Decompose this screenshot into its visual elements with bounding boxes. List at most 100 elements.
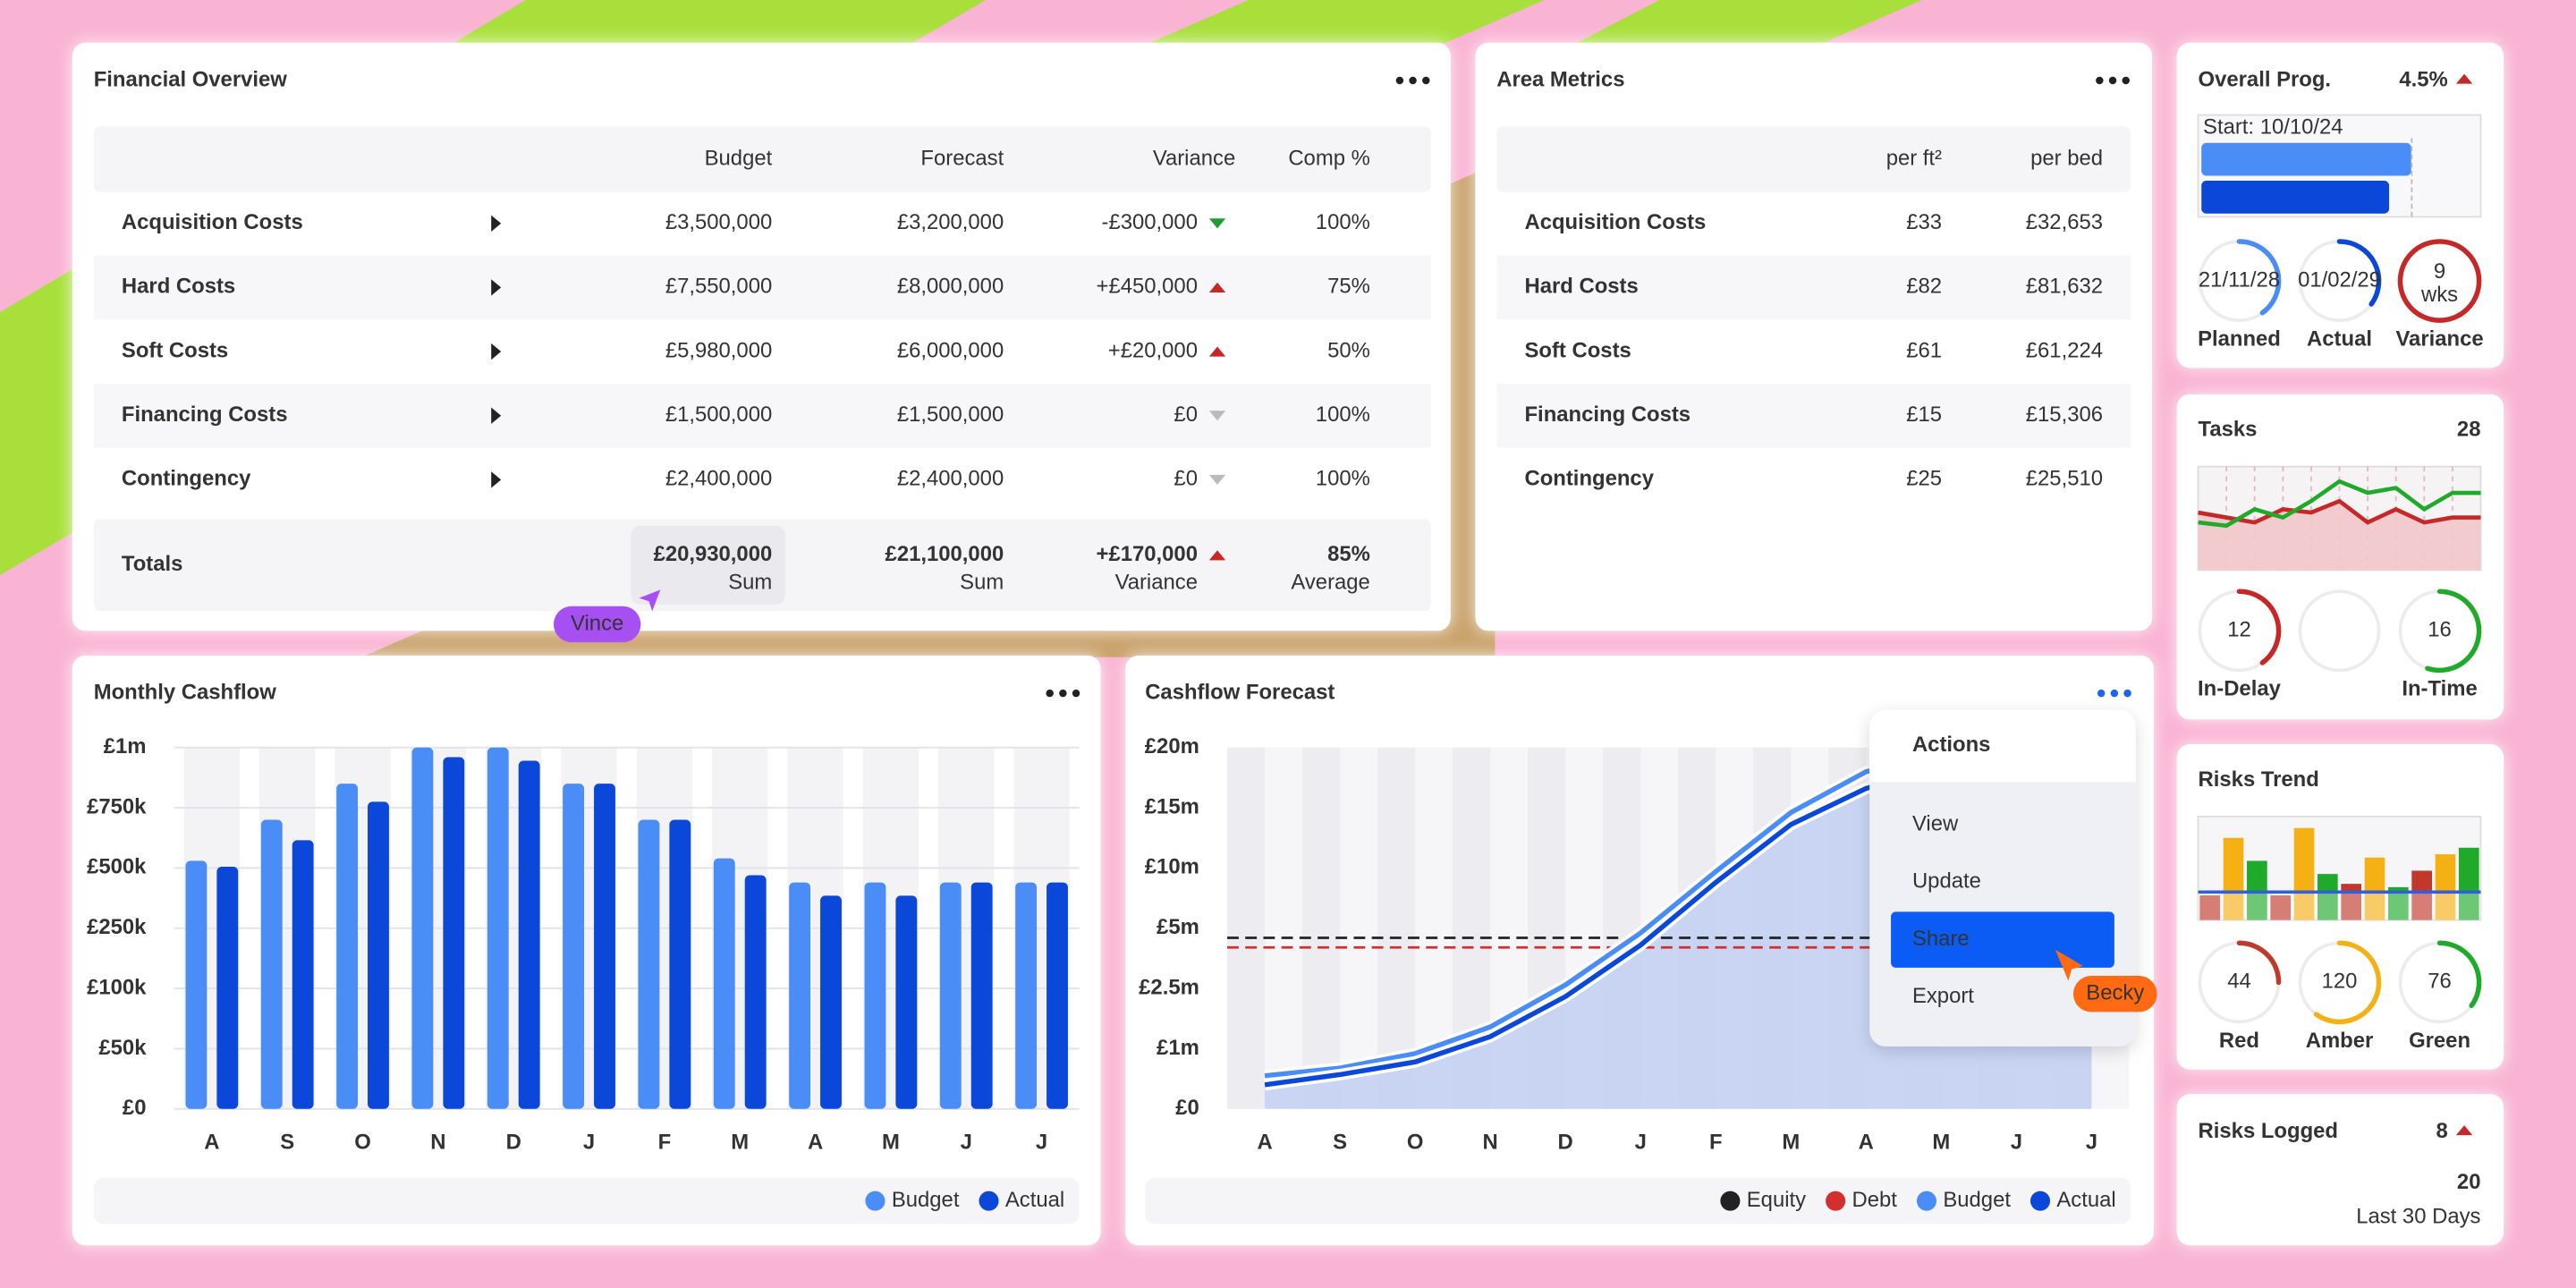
legend-swatch	[1826, 1191, 1846, 1211]
more-dot[interactable]	[1395, 76, 1404, 85]
x-tick-label: N	[430, 1131, 445, 1155]
dial-arc	[2397, 239, 2482, 323]
dial-arc	[2236, 940, 2282, 986]
legend-band	[93, 1177, 1080, 1224]
bar	[563, 784, 585, 1109]
dial-value: 01/02/29	[2298, 267, 2381, 292]
legend-swatch	[1720, 1191, 1741, 1211]
bar	[939, 882, 962, 1109]
trend-icon	[2455, 1125, 2473, 1136]
more-dot[interactable]	[2108, 76, 2117, 85]
more-dot[interactable]	[2110, 689, 2119, 698]
expand-icon[interactable]	[491, 343, 502, 360]
dial-label: In-Delay	[2198, 677, 2282, 701]
cell: 75%	[1327, 275, 1370, 299]
cell: £0	[1174, 467, 1198, 491]
y-tick-label: £500k	[87, 855, 147, 879]
bar	[518, 760, 540, 1109]
cell: £15,306	[2026, 402, 2103, 427]
x-tick-label: J	[1036, 1131, 1047, 1155]
cell: £82	[1906, 275, 1942, 299]
trend-icon	[1208, 282, 1226, 292]
bar	[970, 882, 993, 1109]
menu-item[interactable]: Share	[1912, 927, 1970, 951]
dial-label: Variance	[2395, 327, 2483, 352]
total-note: Average	[1291, 570, 1369, 594]
bar	[895, 895, 918, 1109]
row-label: Financing Costs	[1524, 402, 1690, 427]
x-tick-label: F	[1709, 1131, 1723, 1155]
cell: 100%	[1316, 210, 1370, 234]
cell: 100%	[1316, 467, 1370, 491]
x-tick-label: N	[1483, 1131, 1498, 1155]
bar	[336, 784, 359, 1109]
x-tick-label: O	[1407, 1131, 1424, 1155]
cell: 100%	[1316, 402, 1370, 427]
more-dot[interactable]	[1422, 76, 1430, 85]
cell: -£300,000	[1102, 210, 1198, 234]
y-tick-label: £1m	[104, 734, 147, 758]
more-dot[interactable]	[1072, 689, 1080, 698]
expand-icon[interactable]	[491, 407, 502, 424]
legend-label: Budget	[1943, 1188, 2011, 1212]
panel-title: Area Metrics	[1496, 67, 1624, 91]
more-dot[interactable]	[2123, 689, 2131, 698]
row-stripe	[1496, 383, 2131, 448]
menu-item[interactable]: View	[1912, 811, 1959, 835]
trend-icon	[2455, 73, 2473, 84]
cursor	[639, 589, 661, 612]
x-tick-label: O	[354, 1131, 371, 1155]
y-tick-label: £10m	[1145, 855, 1199, 879]
change-value: 8	[2436, 1119, 2447, 1143]
cell: £15	[1906, 402, 1942, 427]
panel-title: Tasks	[2199, 418, 2258, 442]
bar	[789, 882, 811, 1109]
expand-icon[interactable]	[491, 279, 502, 296]
expand-icon[interactable]	[491, 215, 502, 232]
bar	[669, 819, 691, 1109]
background-stripe	[1577, 0, 1922, 43]
cell: £7,550,000	[665, 275, 772, 299]
panel-title: Risks Logged	[2199, 1119, 2338, 1143]
legend-label: Budget	[892, 1188, 960, 1212]
trend-icon	[1208, 474, 1226, 485]
bar	[638, 819, 660, 1109]
change-value: 4.5%	[2399, 67, 2447, 91]
row-label: Contingency	[1524, 467, 1654, 491]
line	[2198, 479, 2481, 529]
dial-label: Planned	[2198, 327, 2281, 352]
start-date: Start: 10/10/24	[2203, 115, 2343, 140]
dial-unit: wks	[2420, 283, 2458, 307]
bar	[2199, 895, 2221, 920]
expand-icon[interactable]	[491, 471, 502, 488]
more-dot[interactable]	[1409, 76, 1417, 85]
bar	[2411, 870, 2432, 920]
bar	[2223, 837, 2244, 920]
dial-value: 9	[2434, 259, 2445, 284]
y-tick-label: £250k	[87, 915, 147, 939]
more-dot[interactable]	[1059, 689, 1067, 698]
bar	[487, 747, 509, 1109]
bar	[2435, 854, 2456, 920]
bar	[368, 801, 389, 1109]
legend-label: Actual	[1005, 1188, 1064, 1212]
bar	[2388, 886, 2409, 920]
more-dot[interactable]	[2096, 76, 2104, 85]
menu-item[interactable]: Export	[1912, 984, 1974, 1008]
bar	[443, 757, 465, 1109]
column-header: Comp %	[1288, 146, 1370, 170]
dial-label: In-Time	[2402, 677, 2477, 701]
cursor-name: Vince	[571, 611, 623, 635]
menu-header	[1869, 709, 2136, 783]
legend-swatch	[865, 1191, 886, 1211]
bar	[292, 840, 314, 1109]
more-dot[interactable]	[2097, 689, 2106, 698]
cell: £61	[1906, 338, 1942, 362]
cell: +£20,000	[1108, 338, 1198, 362]
cell: £25	[1906, 467, 1942, 491]
menu-item[interactable]: Update	[1912, 869, 1981, 894]
more-dot[interactable]	[1046, 689, 1054, 698]
more-dot[interactable]	[2122, 76, 2130, 85]
x-tick-label: J	[1635, 1131, 1647, 1155]
